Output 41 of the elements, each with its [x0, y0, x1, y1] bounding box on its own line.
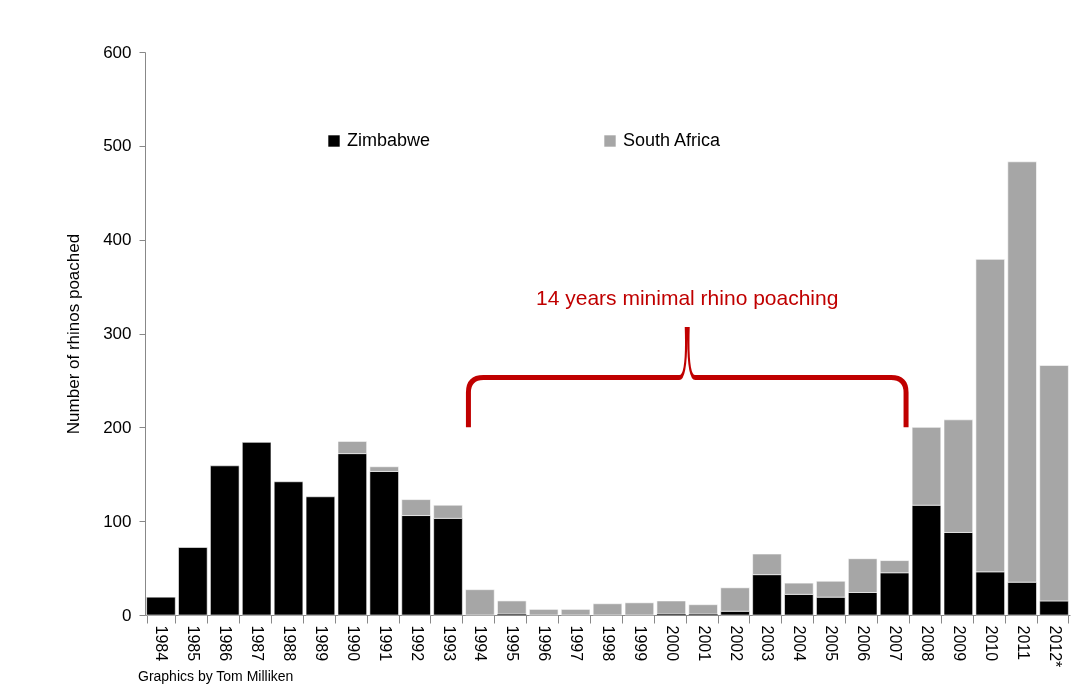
y-tick-label: 300	[103, 324, 132, 343]
x-tick-label: 2010	[982, 625, 1000, 662]
x-tick-label: 2011	[1014, 625, 1032, 661]
x-tick-label: 1984	[153, 625, 171, 662]
x-tick-label: 1994	[472, 625, 490, 662]
x-tick-label: 1992	[408, 625, 426, 662]
x-tick-label: 2009	[950, 625, 968, 662]
x-tick-label: 2000	[663, 625, 681, 662]
text: Graphics by Tom Milliken	[138, 668, 294, 684]
x-tick-label: 2007	[887, 625, 905, 662]
annotation: 14 years minimal rhino poaching	[536, 285, 839, 309]
x-tick-label: 2001	[695, 625, 713, 662]
x-tick-label: 1988	[281, 625, 299, 662]
x-tick-label: 1985	[185, 625, 203, 662]
y-tick-label: 100	[103, 511, 132, 531]
x-tick-label: 2002	[727, 625, 745, 662]
x-tick-label: 1990	[344, 625, 362, 662]
x-tick-label: 2004	[791, 625, 809, 662]
y-axis-title: Number of rhinos poached	[64, 233, 84, 435]
x-tick-label: 2003	[759, 625, 777, 662]
y-tick-label: 400	[103, 230, 132, 250]
y-tick-label: 200	[103, 417, 132, 437]
x-tick-label: 2012*	[1046, 625, 1064, 668]
x-tick-label: 1997	[568, 625, 586, 662]
x-tick-label: 1999	[631, 625, 649, 662]
x-tick-label: 1991	[376, 625, 394, 662]
x-tick-label: 2006	[855, 625, 873, 662]
y-tick-label: 0	[122, 605, 132, 625]
legend-label: South Africa	[623, 130, 722, 150]
x-tick-label: 1986	[217, 625, 235, 662]
y-tick-label: 600	[103, 42, 132, 62]
x-tick-label: 2008	[918, 625, 936, 662]
x-tick-label: 1993	[440, 625, 458, 662]
y-tick-label: 500	[103, 136, 132, 156]
x-tick-label: 1996	[536, 625, 554, 662]
x-tick-label: 1995	[504, 625, 522, 662]
x-tick-label: 1987	[249, 625, 267, 662]
x-tick-label: 2005	[823, 625, 841, 662]
x-tick-label: 1989	[312, 625, 330, 662]
x-tick-label: 1998	[600, 625, 617, 662]
legend-label: Zimbabwe	[347, 130, 431, 150]
